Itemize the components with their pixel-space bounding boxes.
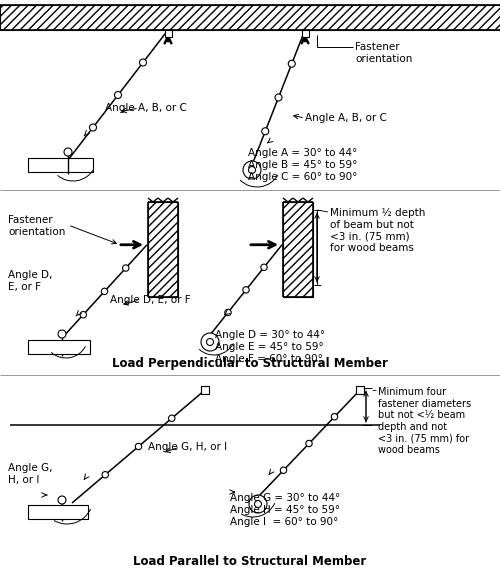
Circle shape bbox=[243, 286, 249, 293]
Circle shape bbox=[168, 415, 175, 422]
Bar bbox=[164, 29, 172, 37]
Bar bbox=[148, 202, 178, 297]
Text: Angle G,
H, or I: Angle G, H, or I bbox=[8, 463, 52, 485]
Circle shape bbox=[58, 330, 66, 338]
Bar bbox=[283, 202, 313, 297]
Circle shape bbox=[280, 467, 286, 473]
Text: Angle H = 45° to 59°: Angle H = 45° to 59° bbox=[230, 505, 340, 515]
Circle shape bbox=[122, 265, 129, 271]
Bar bbox=[28, 340, 90, 354]
Bar bbox=[201, 386, 209, 394]
Text: Angle A, B, or C: Angle A, B, or C bbox=[105, 103, 187, 113]
Text: Angle G, H, or I: Angle G, H, or I bbox=[148, 442, 227, 452]
Circle shape bbox=[102, 288, 107, 295]
Circle shape bbox=[136, 444, 141, 450]
Circle shape bbox=[206, 339, 214, 346]
Circle shape bbox=[275, 94, 282, 101]
Circle shape bbox=[332, 414, 338, 420]
Bar bbox=[28, 158, 93, 172]
Circle shape bbox=[58, 496, 66, 504]
Bar bbox=[28, 505, 88, 519]
Circle shape bbox=[249, 495, 267, 513]
Bar bbox=[302, 29, 308, 37]
Text: Angle I  = 60° to 90°: Angle I = 60° to 90° bbox=[230, 517, 338, 527]
Circle shape bbox=[90, 124, 96, 131]
Circle shape bbox=[261, 264, 267, 270]
Text: Load Perpendicular to Structural Member: Load Perpendicular to Structural Member bbox=[112, 357, 388, 370]
Circle shape bbox=[140, 59, 146, 66]
Text: Minimum ½ depth
of beam but not
<3 in. (75 mm)
for wood beams: Minimum ½ depth of beam but not <3 in. (… bbox=[330, 208, 426, 253]
Circle shape bbox=[262, 128, 269, 135]
Text: Angle A, B, or C: Angle A, B, or C bbox=[305, 113, 387, 123]
Text: Load Parallel to Structural Member: Load Parallel to Structural Member bbox=[134, 555, 366, 568]
Bar bbox=[0, 5, 500, 30]
Circle shape bbox=[306, 440, 312, 447]
Text: Angle E = 45° to 59°: Angle E = 45° to 59° bbox=[215, 342, 324, 352]
Circle shape bbox=[64, 148, 72, 156]
Circle shape bbox=[243, 161, 261, 179]
Circle shape bbox=[114, 92, 121, 99]
Circle shape bbox=[248, 167, 256, 174]
Text: Minimum four
fastener diameters
but not <½ beam
depth and not
<3 in. (75 mm) for: Minimum four fastener diameters but not … bbox=[378, 387, 471, 455]
Circle shape bbox=[288, 60, 295, 67]
Text: Angle A = 30° to 44°: Angle A = 30° to 44° bbox=[248, 148, 357, 158]
Circle shape bbox=[80, 312, 86, 318]
Bar bbox=[356, 386, 364, 394]
Text: Angle G = 30° to 44°: Angle G = 30° to 44° bbox=[230, 493, 340, 503]
Circle shape bbox=[201, 333, 219, 351]
Text: Angle C = 60° to 90°: Angle C = 60° to 90° bbox=[248, 172, 358, 182]
Text: Angle D, E, or F: Angle D, E, or F bbox=[110, 295, 190, 305]
Circle shape bbox=[225, 309, 231, 316]
Text: Angle F = 60° to 90°: Angle F = 60° to 90° bbox=[215, 354, 323, 364]
Text: Angle B = 45° to 59°: Angle B = 45° to 59° bbox=[248, 160, 358, 170]
Text: Angle D = 30° to 44°: Angle D = 30° to 44° bbox=[215, 330, 325, 340]
Circle shape bbox=[102, 472, 108, 478]
Text: Angle D,
E, or F: Angle D, E, or F bbox=[8, 270, 52, 292]
Circle shape bbox=[254, 500, 262, 508]
Text: Fastener
orientation: Fastener orientation bbox=[355, 42, 412, 64]
Text: Fastener
orientation: Fastener orientation bbox=[8, 215, 66, 237]
